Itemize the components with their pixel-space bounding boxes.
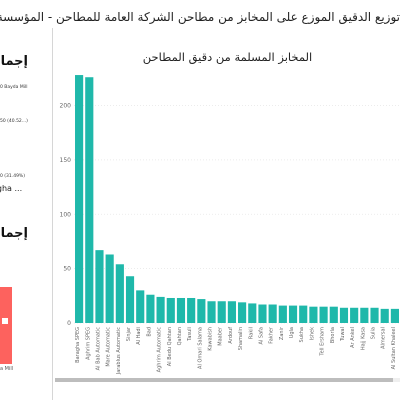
x-tick-label: Al Safa: [258, 327, 264, 344]
x-tick-label: Jarablus Automatic: [116, 327, 122, 375]
x-tick-label: Tuwal: [340, 327, 346, 342]
x-tick-label: Baragha SPEG: [75, 327, 81, 363]
bar[interactable]: [350, 307, 359, 323]
legend-line-4: agha ...: [0, 184, 23, 193]
bar[interactable]: [125, 276, 135, 323]
x-tick-label: Zanir: [279, 326, 285, 340]
x-tick-label: Tasuli: [187, 327, 193, 342]
bar[interactable]: [268, 304, 277, 323]
x-tick-label: Almersal: [381, 327, 387, 349]
chart-title: المخابز المسلمة من دقيق المطاحن: [142, 50, 313, 64]
legend-line-1: 0 Bayda Mill: [0, 85, 28, 90]
x-tick-label: Aghrim SPEG: [85, 327, 91, 360]
x-tick-label: Mare Automatic: [106, 327, 112, 367]
y-tick-label: 50: [63, 266, 71, 273]
x-tick-label: Shamalin: [238, 327, 244, 350]
bar[interactable]: [105, 254, 114, 323]
x-tick-label: Kawabish: [208, 327, 214, 351]
page-title: توزيع الدقيق الموزع على المخابز من مطاحن…: [0, 10, 400, 24]
y-axis: 0 50 100 150 200: [60, 103, 72, 328]
bar[interactable]: [136, 290, 145, 323]
bar[interactable]: [156, 296, 165, 323]
bar[interactable]: [248, 303, 257, 323]
x-tick-label: Al Hadi: [136, 327, 142, 345]
x-tick-label: Sinjar: [126, 326, 132, 341]
bar[interactable]: [288, 305, 298, 323]
legend-line-3: 0 (31.49%): [0, 174, 25, 179]
bar[interactable]: [370, 307, 379, 323]
bar[interactable]: [166, 297, 175, 323]
bar[interactable]: [238, 302, 247, 323]
bar[interactable]: [75, 75, 84, 323]
x-tick-label: Al Sultan Khaleel: [391, 327, 397, 369]
scrollbar-thumb[interactable]: [55, 378, 393, 382]
x-tick-label: Maaber: [218, 326, 224, 346]
bar[interactable]: [360, 307, 369, 323]
horizontal-scrollbar[interactable]: [55, 378, 400, 382]
bar[interactable]: [217, 301, 226, 323]
summary-bar-mark: [2, 318, 8, 324]
bar[interactable]: [85, 77, 94, 323]
bar[interactable]: [339, 307, 349, 323]
x-tick-label: Ar Ankel: [350, 327, 356, 348]
summary-footer: a Mill: [0, 366, 14, 372]
chart-grid: [74, 105, 400, 324]
left-panel: إجمال 0 Bayda Mill 50 (40.52...) 0 (31.4…: [0, 28, 52, 400]
x-tick-label: Fakher: [269, 326, 275, 344]
bar[interactable]: [197, 299, 206, 323]
x-axis: Baragha SPEG Aghrim SPEG Al Bab Automatic M…: [75, 326, 397, 375]
bar[interactable]: [176, 297, 186, 323]
x-tick-label: Ardouf: [228, 327, 234, 344]
bar[interactable]: [258, 304, 267, 323]
x-tick-label: Hajj Kasa: [360, 327, 366, 350]
title-bar: توزيع الدقيق الموزع على المخابز من مطاحن…: [0, 0, 400, 28]
x-tick-label: Aghrim Automatic: [157, 327, 163, 373]
x-tick-label: Sulia: [371, 327, 377, 339]
bar[interactable]: [227, 301, 236, 323]
legend-line-2: 50 (40.52...): [0, 119, 28, 124]
x-tick-label: Qahtan: [177, 327, 183, 345]
bar[interactable]: [95, 250, 104, 323]
chart-bars: [75, 75, 399, 323]
x-tick-label: Tell Ersham: [320, 327, 326, 357]
total-heading-2: إجمال: [0, 226, 28, 241]
x-tick-label: Sukha: [299, 327, 305, 342]
panel-divider: [52, 28, 53, 400]
bar[interactable]: [146, 294, 155, 323]
bar[interactable]: [207, 301, 216, 323]
bar[interactable]: [299, 305, 308, 323]
bar[interactable]: [380, 308, 389, 323]
total-heading-1: إجمال: [0, 54, 28, 69]
x-tick-label: Ishek: [309, 327, 315, 340]
bar[interactable]: [278, 305, 287, 323]
bar[interactable]: [115, 264, 124, 323]
y-tick-label: 0: [67, 320, 71, 327]
summary-bar[interactable]: [0, 287, 12, 364]
x-tick-label: Bhorla: [330, 327, 336, 343]
x-tick-label: Al Omari Salama: [197, 327, 203, 369]
x-tick-label: Ugla: [289, 327, 295, 338]
x-tick-label: Rakil: [248, 327, 254, 339]
x-tick-label: Bad: [146, 327, 152, 337]
bar[interactable]: [329, 306, 338, 323]
x-tick-label: Al Bab Automatic: [95, 327, 101, 371]
y-tick-label: 100: [60, 211, 72, 218]
bar[interactable]: [187, 297, 196, 323]
y-tick-label: 200: [60, 103, 72, 110]
bar[interactable]: [309, 306, 318, 323]
bar[interactable]: [319, 306, 328, 323]
y-tick-label: 150: [60, 157, 72, 164]
x-tick-label: Al Bedu Qahtan: [167, 327, 173, 366]
bar[interactable]: [390, 308, 399, 323]
